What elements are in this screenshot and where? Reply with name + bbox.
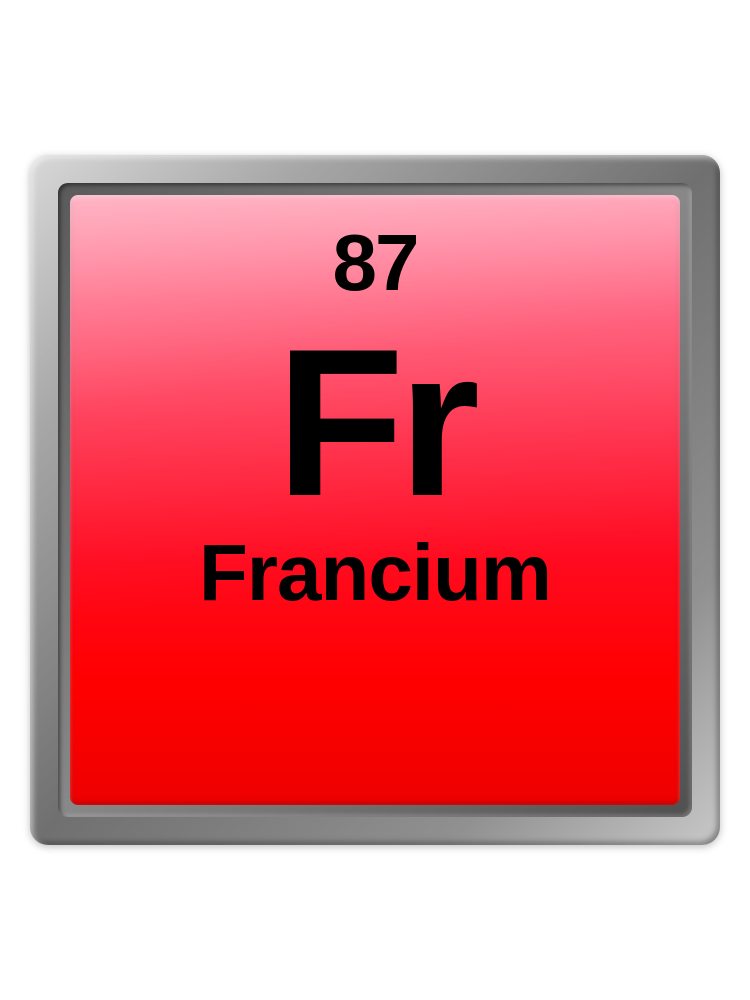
- metal-frame-outer: 87 Fr Francium: [30, 155, 720, 845]
- element-symbol: Fr: [276, 323, 474, 523]
- element-name: Francium: [199, 533, 551, 613]
- element-tile: 87 Fr Francium: [70, 195, 680, 805]
- atomic-number: 87: [333, 223, 418, 303]
- metal-frame-inner: 87 Fr Francium: [58, 183, 692, 817]
